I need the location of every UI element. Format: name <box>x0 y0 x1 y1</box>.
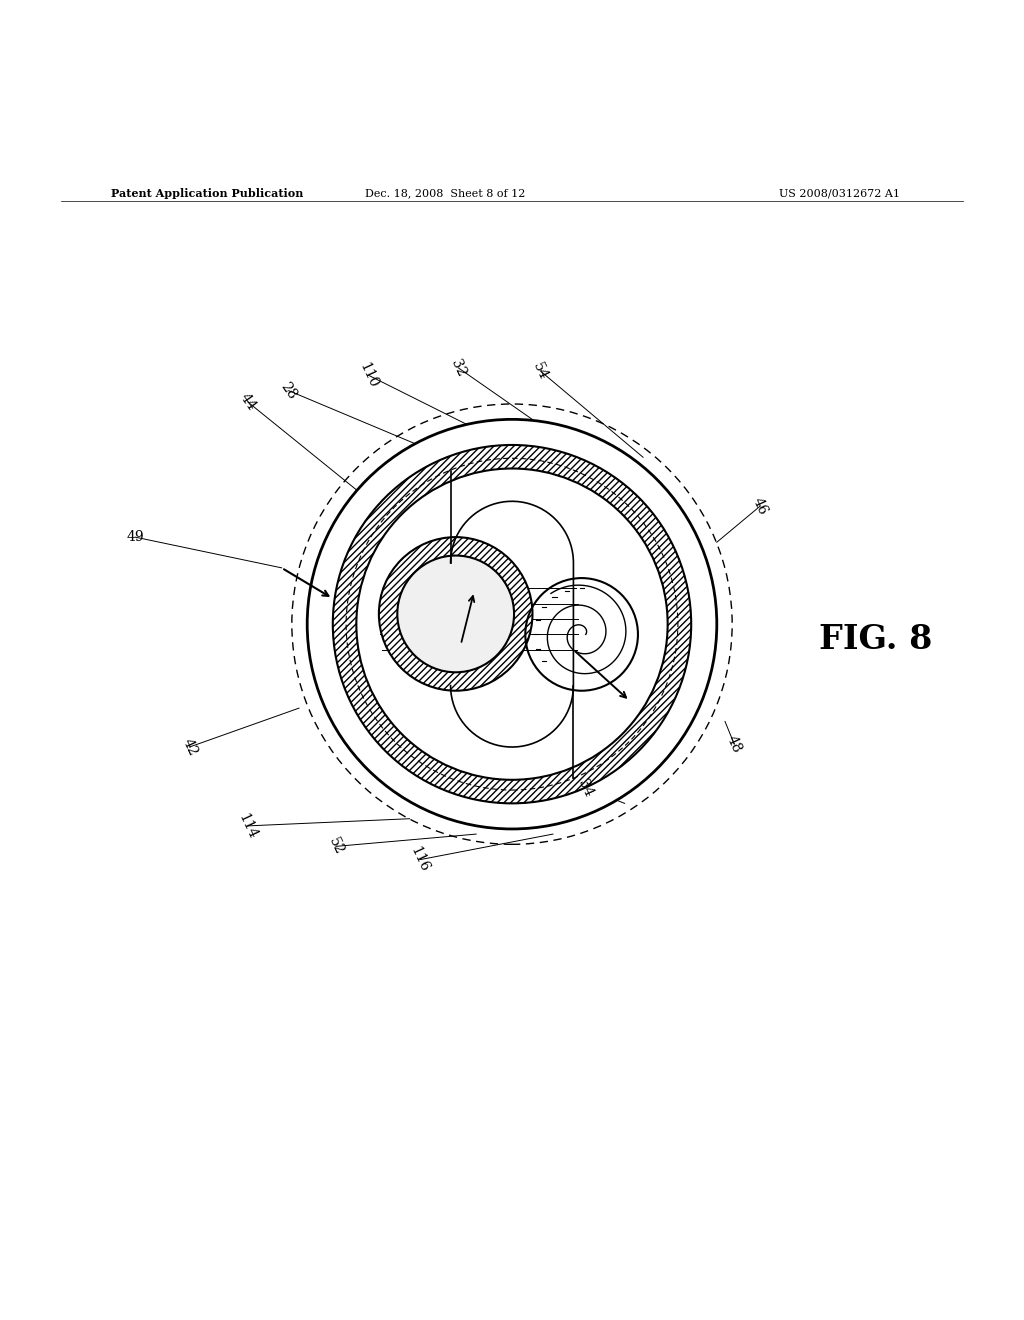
Text: 46: 46 <box>750 495 770 517</box>
Circle shape <box>379 537 532 690</box>
Text: 54: 54 <box>530 360 551 383</box>
Text: 52: 52 <box>326 836 346 857</box>
Text: 110: 110 <box>356 360 381 391</box>
Text: 42: 42 <box>179 737 200 758</box>
Text: 116: 116 <box>408 845 432 875</box>
Text: Dec. 18, 2008  Sheet 8 of 12: Dec. 18, 2008 Sheet 8 of 12 <box>366 187 525 198</box>
Circle shape <box>307 420 717 829</box>
Text: US 2008/0312672 A1: US 2008/0312672 A1 <box>779 187 900 198</box>
Text: Patent Application Publication: Patent Application Publication <box>111 187 303 198</box>
Circle shape <box>397 556 514 672</box>
Text: 49: 49 <box>126 531 144 544</box>
Text: 114: 114 <box>236 810 260 841</box>
Text: 48: 48 <box>724 733 744 755</box>
Circle shape <box>356 469 668 780</box>
Text: 44: 44 <box>237 391 259 413</box>
Text: 32: 32 <box>449 358 469 379</box>
Wedge shape <box>379 537 532 690</box>
Circle shape <box>525 578 638 690</box>
Text: FIG. 8: FIG. 8 <box>819 623 933 656</box>
Wedge shape <box>333 445 691 804</box>
Text: 28: 28 <box>278 380 300 401</box>
Text: 34: 34 <box>575 777 596 799</box>
